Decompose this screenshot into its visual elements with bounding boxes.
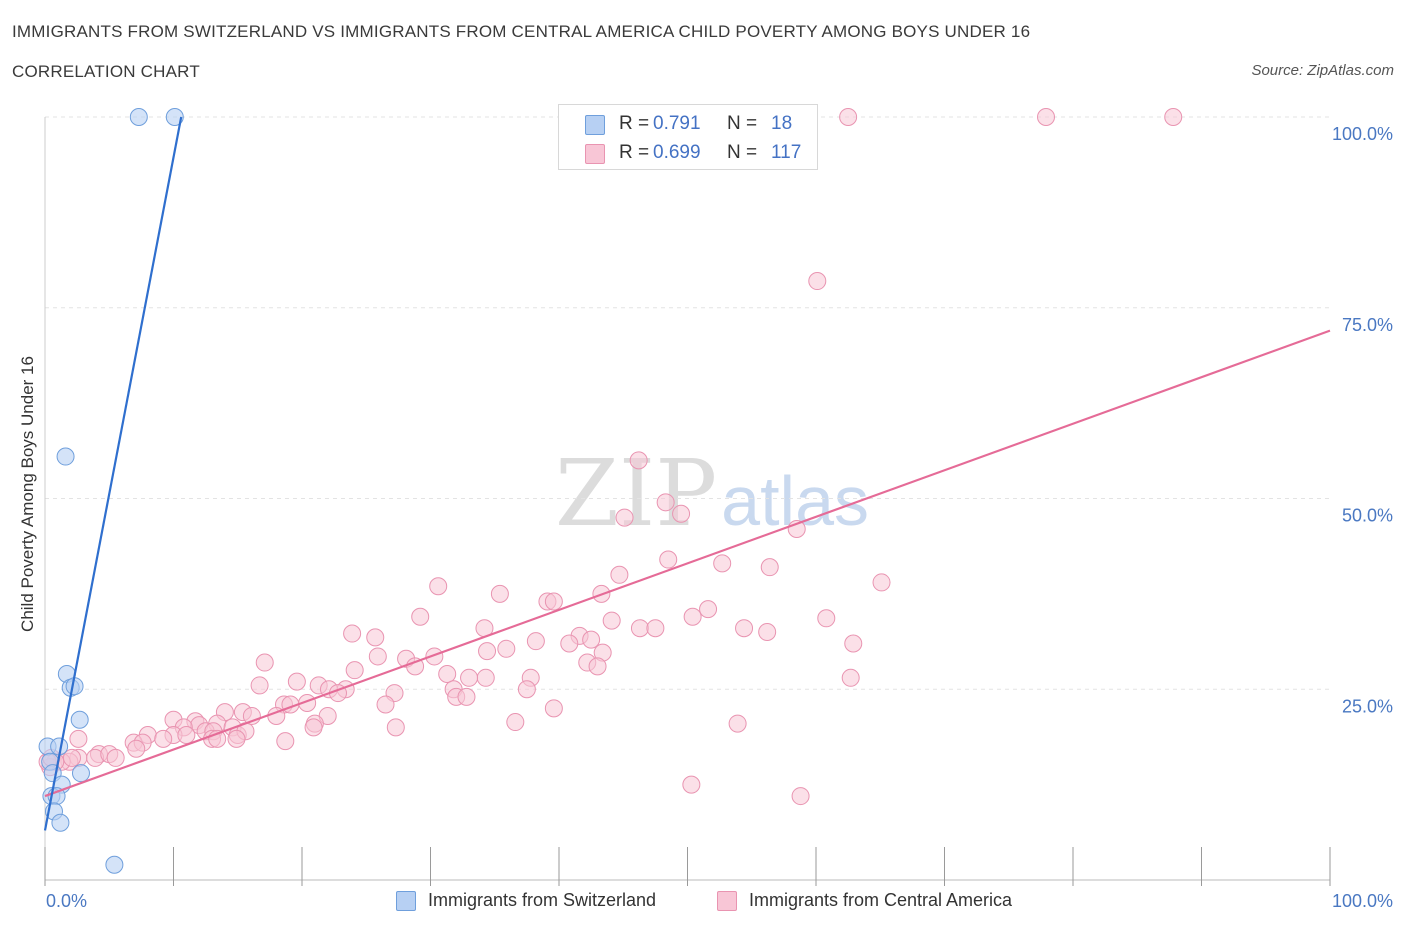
data-point-switzerland bbox=[70, 710, 89, 729]
data-point-switzerland bbox=[129, 108, 148, 126]
source-label: Source: ZipAtlas.com bbox=[1251, 62, 1394, 79]
data-point-central-america bbox=[376, 695, 395, 714]
data-point-central-america bbox=[808, 272, 827, 291]
data-point-central-america bbox=[478, 642, 497, 661]
data-point-switzerland bbox=[165, 108, 184, 126]
data-point-central-america bbox=[728, 714, 747, 733]
data-point-central-america bbox=[406, 657, 425, 676]
legend-row-switzerland: R = 0.791 N = 18 bbox=[559, 109, 817, 139]
data-point-central-america bbox=[844, 634, 863, 653]
data-point-central-america bbox=[699, 600, 718, 619]
data-point-central-america bbox=[582, 630, 601, 649]
data-point-central-america bbox=[476, 668, 495, 687]
data-point-central-america bbox=[560, 634, 579, 653]
legend-n-label: N = bbox=[727, 113, 758, 134]
data-point-central-america bbox=[544, 592, 563, 611]
data-point-central-america bbox=[646, 619, 665, 638]
data-point-central-america bbox=[255, 653, 274, 672]
data-point-central-america bbox=[276, 732, 295, 751]
data-point-central-america bbox=[127, 739, 146, 758]
data-point-central-america bbox=[368, 647, 387, 666]
data-point-switzerland bbox=[56, 447, 75, 466]
trend-line-central-america bbox=[44, 329, 1331, 798]
data-point-central-america bbox=[345, 661, 364, 680]
x-tick-label: 0.0% bbox=[46, 891, 87, 911]
chart-subtitle: CORRELATION CHART bbox=[12, 62, 200, 81]
data-point-central-america bbox=[490, 584, 509, 603]
data-point-central-america bbox=[411, 607, 430, 626]
trend-line-switzerland bbox=[43, 116, 183, 831]
y-tick-label: 100.0% bbox=[1332, 124, 1393, 144]
data-point-central-america bbox=[497, 639, 516, 658]
data-point-central-america bbox=[460, 668, 479, 687]
data-point-central-america bbox=[154, 729, 173, 748]
data-point-central-america bbox=[713, 554, 732, 573]
data-point-central-america bbox=[366, 628, 385, 647]
data-point-central-america bbox=[615, 508, 634, 527]
data-point-central-america bbox=[683, 607, 702, 626]
data-point-central-america bbox=[682, 775, 701, 794]
data-point-central-america bbox=[250, 676, 269, 695]
legend-n-value: 18 bbox=[771, 113, 793, 134]
data-point-central-america bbox=[457, 687, 476, 706]
data-point-central-america bbox=[841, 668, 860, 687]
data-point-central-america bbox=[758, 623, 777, 642]
data-point-central-america bbox=[62, 748, 81, 767]
data-point-central-america bbox=[227, 729, 246, 748]
y-tick-label: 50.0% bbox=[1342, 506, 1393, 526]
data-point-central-america bbox=[735, 619, 754, 638]
data-point-switzerland bbox=[105, 855, 124, 874]
data-point-central-america bbox=[177, 726, 196, 745]
legend-row-central-america: R = 0.699 N = 117 bbox=[559, 138, 817, 168]
y-tick-label: 75.0% bbox=[1342, 315, 1393, 335]
data-point-central-america bbox=[106, 748, 125, 767]
stats-legend: R = 0.791 N = 18 R = 0.699 N = 117 bbox=[558, 104, 818, 170]
data-point-central-america bbox=[386, 718, 405, 737]
bottom-legend-label-switzerland: Immigrants from Switzerland bbox=[428, 890, 657, 910]
data-point-central-america bbox=[287, 672, 306, 691]
data-point-central-america bbox=[672, 504, 691, 523]
data-point-central-america bbox=[544, 699, 563, 718]
legend-r-label: R = bbox=[619, 142, 650, 163]
data-point-central-america bbox=[791, 787, 810, 806]
legend-r-label: R = bbox=[619, 113, 650, 134]
data-point-central-america bbox=[817, 609, 836, 628]
bottom-legend-swatch-switzerland bbox=[396, 891, 416, 911]
bottom-legend-swatch-central-america bbox=[717, 891, 737, 911]
legend-n-label: N = bbox=[727, 142, 758, 163]
legend-swatch-switzerland bbox=[585, 115, 605, 135]
data-point-switzerland bbox=[71, 764, 90, 783]
data-point-central-america bbox=[438, 664, 457, 683]
data-point-central-america bbox=[629, 451, 648, 470]
data-point-central-america bbox=[656, 493, 675, 512]
legend-r-value: 0.699 bbox=[653, 142, 701, 163]
data-point-central-america bbox=[630, 619, 649, 638]
bottom-legend-label-central-america: Immigrants from Central America bbox=[749, 890, 1013, 910]
y-tick-label: 25.0% bbox=[1342, 696, 1393, 716]
data-point-central-america bbox=[506, 713, 525, 732]
data-point-central-america bbox=[517, 680, 536, 699]
data-point-central-america bbox=[69, 729, 88, 748]
data-point-switzerland bbox=[51, 813, 70, 832]
data-point-central-america bbox=[526, 632, 545, 651]
legend-swatch-central-america bbox=[585, 144, 605, 164]
chart-title: IMMIGRANTS FROM SWITZERLAND VS IMMIGRANT… bbox=[12, 22, 1031, 41]
legend-r-value: 0.791 bbox=[653, 113, 701, 134]
x-tick-label: 100.0% bbox=[1332, 891, 1393, 911]
data-point-central-america bbox=[602, 611, 621, 630]
data-point-central-america bbox=[659, 550, 678, 569]
data-point-central-america bbox=[304, 718, 323, 737]
data-point-central-america bbox=[588, 657, 607, 676]
data-point-central-america bbox=[343, 624, 362, 643]
data-point-central-america bbox=[1164, 108, 1183, 126]
data-point-central-america bbox=[760, 558, 779, 577]
data-point-central-america bbox=[1037, 108, 1056, 126]
data-point-central-america bbox=[872, 573, 891, 592]
legend-n-value: 117 bbox=[771, 142, 802, 163]
data-point-central-america bbox=[610, 565, 629, 584]
data-point-central-america bbox=[429, 577, 448, 596]
data-point-central-america bbox=[839, 108, 858, 126]
data-point-central-america bbox=[425, 647, 444, 666]
